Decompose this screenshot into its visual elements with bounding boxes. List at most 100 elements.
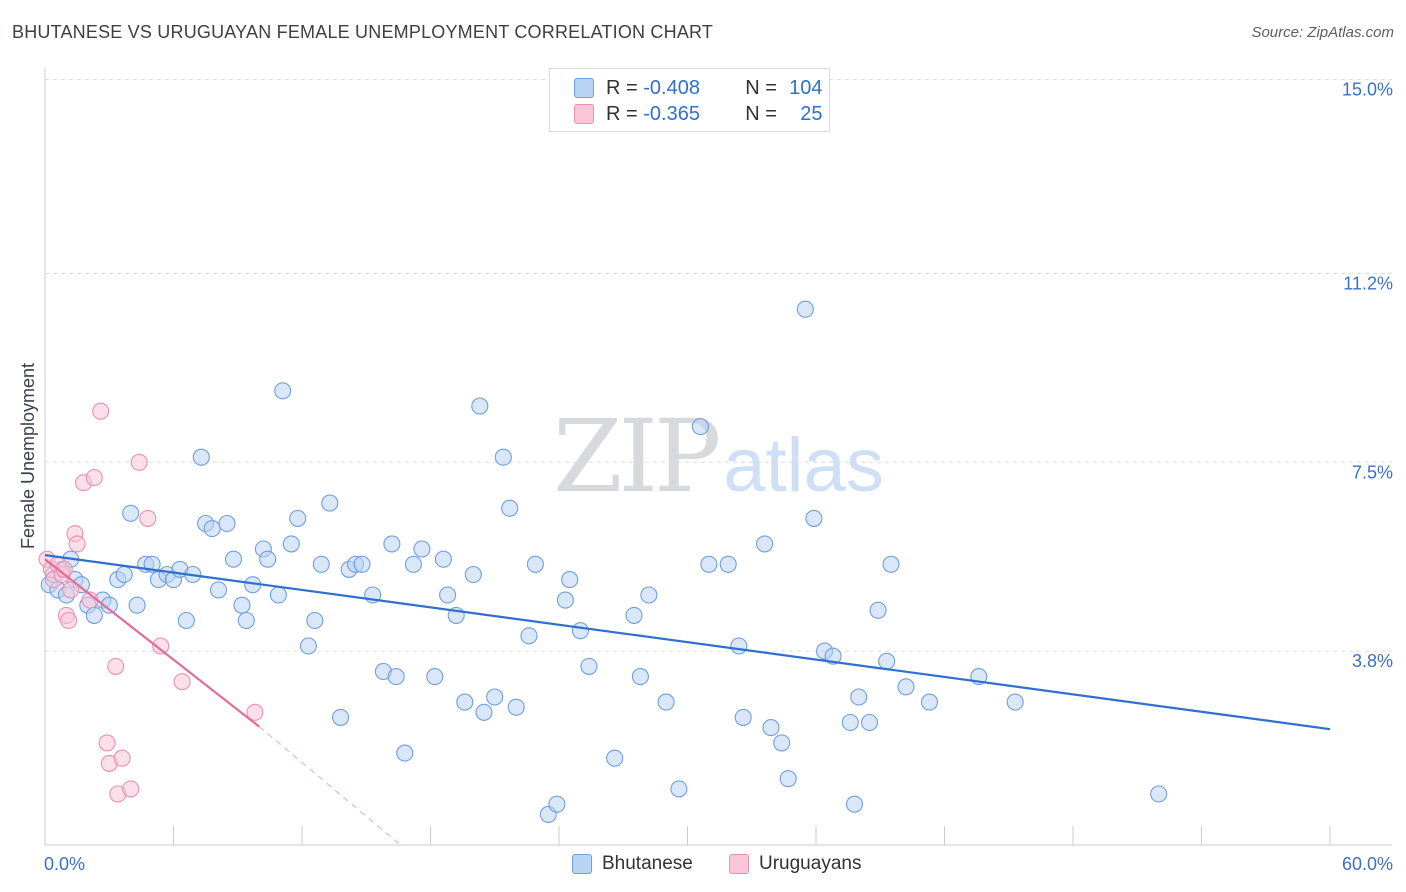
- x-tick-label: 0.0%: [44, 854, 85, 874]
- bhutanese-point: [897, 678, 915, 696]
- uruguayan-point: [173, 673, 191, 691]
- bhutanese-point: [494, 448, 512, 466]
- y-tick-label: 3.8%: [1352, 651, 1393, 671]
- bhutanese-point: [734, 708, 752, 726]
- bhutanese-point: [456, 693, 474, 711]
- bhutanese-point: [507, 698, 525, 716]
- axes: [44, 68, 1392, 846]
- legend-n-label: N =: [745, 102, 777, 125]
- bhutanese-point: [404, 555, 422, 573]
- bhutanese-point: [413, 540, 431, 558]
- chart-title: BHUTANESE VS URUGUAYAN FEMALE UNEMPLOYME…: [12, 22, 714, 42]
- bhutanese-point: [845, 795, 864, 813]
- bhutanese-point: [796, 300, 814, 318]
- bhutanese-point: [122, 504, 140, 522]
- bhutanese-point: [824, 647, 842, 665]
- bhutanese-point: [773, 734, 791, 752]
- bhutanese-point: [396, 744, 414, 762]
- bhutanese-point: [434, 550, 452, 568]
- bhutanese-point: [841, 713, 859, 732]
- bhutanese-point: [426, 668, 444, 686]
- bhutanese-point: [756, 535, 774, 553]
- bottom-legend-label: Bhutanese: [602, 853, 693, 874]
- y-tick-label: 7.5%: [1352, 462, 1393, 482]
- bhutanese-point: [670, 780, 688, 798]
- uruguayan-point: [68, 535, 86, 553]
- bhutanese-point: [274, 382, 292, 400]
- bhutanese-point: [805, 509, 823, 527]
- bhutanese-points: [40, 300, 1168, 823]
- uruguayan-trend-extension: [258, 726, 401, 846]
- bhutanese-point: [869, 601, 887, 619]
- bhutanese-point: [464, 565, 482, 584]
- bhutanese-point: [177, 611, 195, 630]
- bhutanese-point: [439, 586, 457, 604]
- bhutanese-point: [730, 637, 748, 655]
- bhutanese-point: [224, 550, 243, 568]
- bhutanese-point: [282, 535, 300, 553]
- bhutanese-point: [657, 693, 675, 711]
- bhutanese-point: [321, 494, 339, 512]
- trend-lines: [44, 554, 1331, 846]
- bhutanese-point: [640, 586, 658, 604]
- bhutanese-point: [128, 596, 146, 614]
- legend-r-label: R =: [606, 76, 638, 99]
- uruguayan-point: [246, 703, 264, 721]
- bhutanese-point: [1006, 693, 1024, 711]
- bhutanese-point: [353, 555, 371, 573]
- legend-r-value: -0.365: [643, 102, 700, 125]
- uruguayan-point: [139, 509, 157, 527]
- bhutanese-point: [779, 770, 797, 788]
- bhutanese-point: [501, 499, 519, 517]
- bhutanese-point: [606, 749, 624, 767]
- bhutanese-swatch: [572, 854, 592, 874]
- bhutanese-trend-line: [44, 554, 1331, 731]
- uruguayan-point: [122, 780, 140, 798]
- bhutanese-point: [312, 555, 330, 573]
- bhutanese-point: [625, 606, 643, 624]
- bhutanese-point: [526, 555, 544, 573]
- bottom-legend-bhutanese[interactable]: Bhutanese: [572, 852, 693, 876]
- bottom-legend-label: Uruguayans: [759, 853, 862, 874]
- x-tick-labels: 0.0% 60.0%: [44, 854, 1393, 874]
- bhutanese-point: [556, 591, 574, 609]
- grid-lines: [45, 79, 1392, 652]
- bhutanese-point: [387, 668, 405, 686]
- legend-n-value: 104: [789, 76, 823, 99]
- uruguayan-swatch: [729, 854, 749, 874]
- bhutanese-point: [631, 668, 649, 686]
- bhutanese-point: [475, 703, 493, 721]
- bhutanese-point: [269, 586, 287, 604]
- bhutanese-point: [332, 708, 350, 726]
- bhutanese-point: [115, 565, 133, 584]
- bhutanese-point: [100, 596, 118, 614]
- y-tick-label: 11.2%: [1343, 273, 1393, 293]
- legend-row-uruguayans: R = -0.365 N = 25: [574, 102, 823, 126]
- bhutanese-point: [878, 652, 896, 670]
- bhutanese-point: [233, 596, 251, 614]
- uruguayan-swatch: [574, 104, 594, 124]
- uruguayan-point: [152, 637, 170, 655]
- bhutanese-swatch: [574, 78, 594, 98]
- bhutanese-point: [548, 795, 566, 813]
- uruguayan-point: [107, 657, 125, 675]
- uruguayan-points: [38, 402, 264, 803]
- bhutanese-point: [299, 637, 317, 655]
- bottom-legend-uruguayans[interactable]: Uruguayans: [729, 852, 861, 876]
- bhutanese-point: [920, 693, 939, 711]
- bhutanese-point: [719, 555, 737, 573]
- bhutanese-point: [850, 688, 868, 706]
- bhutanese-point: [486, 688, 504, 706]
- bhutanese-point: [561, 571, 579, 589]
- bhutanese-point: [218, 514, 236, 533]
- uruguayan-point: [60, 611, 78, 630]
- uruguayan-point: [113, 749, 131, 767]
- bhutanese-point: [691, 418, 709, 436]
- bhutanese-point: [520, 627, 538, 645]
- bhutanese-point: [1150, 785, 1168, 803]
- bhutanese-point: [209, 581, 228, 599]
- bhutanese-point: [203, 520, 221, 538]
- legend-r-label: R =: [606, 102, 638, 125]
- bhutanese-point: [571, 622, 589, 640]
- correlation-legend: R = -0.408 N = 104 R = -0.365 N = 25: [549, 68, 830, 132]
